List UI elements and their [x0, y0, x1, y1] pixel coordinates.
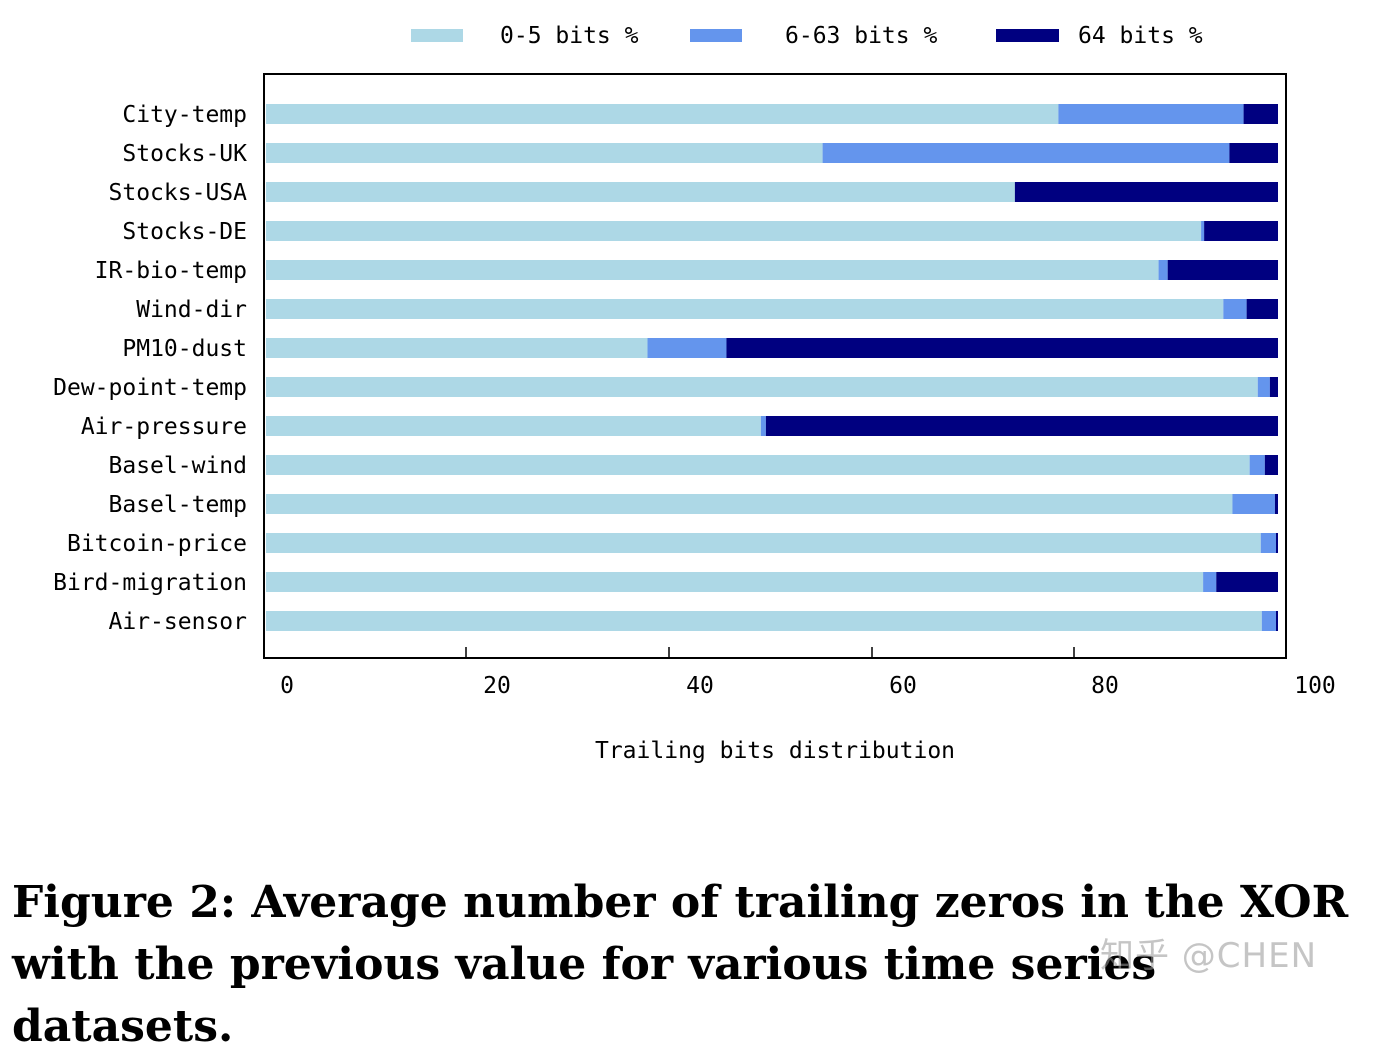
bar-segment-2 [1201, 221, 1205, 241]
legend-swatch-1 [411, 29, 463, 42]
bar-segment-1 [266, 182, 1015, 202]
bar-segment-3 [1204, 221, 1278, 241]
x-axis-ticks: 0 20 40 60 80 100 [280, 647, 1336, 699]
bar-segment-3 [1216, 572, 1278, 592]
y-tick-label: City-temp [122, 102, 247, 128]
bar-segment-1 [266, 221, 1202, 241]
plot-frame [263, 73, 1287, 659]
y-tick-label: Bitcoin-price [67, 531, 247, 557]
bar-segment-1 [266, 377, 1258, 397]
y-tick-label: IR-bio-temp [95, 258, 247, 284]
x-axis-title: Trailing bits distribution [595, 738, 955, 764]
bar-segment-2 [1261, 611, 1276, 631]
bar-segment-2 [1257, 377, 1270, 397]
bar-segment-3 [1275, 611, 1278, 631]
bar-segment-1 [266, 611, 1262, 631]
bar-segment-2 [1058, 104, 1244, 124]
bar-segment-3 [1246, 299, 1278, 319]
bar-segment-2 [1260, 533, 1276, 553]
bar-segment-3 [765, 416, 1278, 436]
y-tick-label: Stocks-UK [122, 141, 247, 167]
legend-swatch-3 [996, 29, 1059, 42]
y-tick-label: PM10-dust [122, 336, 247, 362]
bar-segment-3 [1264, 455, 1278, 475]
bar-segment-3 [1167, 260, 1278, 280]
legend-label-3: 64 bits % [1078, 23, 1203, 49]
y-tick-label: Basel-temp [109, 492, 247, 518]
bar-segment-1 [266, 338, 648, 358]
bar-segment-2 [1232, 494, 1275, 514]
bar-segment-1 [266, 260, 1159, 280]
y-tick-label: Stocks-DE [122, 219, 247, 245]
y-tick-label: Stocks-USA [109, 180, 248, 206]
y-tick-label: Basel-wind [109, 453, 247, 479]
x-tick-label: 100 [1294, 673, 1336, 699]
bar-segment-1 [266, 416, 761, 436]
y-tick-label: Air-sensor [109, 609, 247, 635]
bar-segment-3 [1243, 104, 1278, 124]
bar-segment-1 [266, 455, 1250, 475]
bar-segment-2 [1249, 455, 1265, 475]
bar-segment-1 [266, 104, 1059, 124]
bar-segment-3 [1274, 494, 1278, 514]
bar-segment-3 [1229, 143, 1278, 163]
y-axis-labels: City-temp Stocks-UK Stocks-USA Stocks-DE IR-… [53, 102, 247, 635]
trailing-bits-chart: 0-5 bits % 6-63 bits % 64 bits % City-temp… [53, 23, 1336, 764]
bar-segment-1 [266, 299, 1224, 319]
bar-segment-2 [1158, 260, 1168, 280]
legend-label-1: 0-5 bits % [500, 23, 639, 49]
bar-segment-1 [266, 572, 1204, 592]
y-tick-label: Bird-migration [53, 570, 247, 596]
bar-segment-3 [726, 338, 1278, 358]
legend-label-2: 6-63 bits % [785, 23, 937, 49]
bars-group [266, 104, 1278, 631]
x-tick-label: 60 [889, 673, 917, 699]
bar-segment-1 [266, 143, 823, 163]
bar-segment-2 [760, 416, 766, 436]
bar-segment-2 [647, 338, 727, 358]
watermark: 知乎 @CHEN [1100, 936, 1318, 976]
x-tick-label: 40 [686, 673, 714, 699]
y-tick-label: Wind-dir [136, 297, 247, 323]
bar-segment-2 [1223, 299, 1247, 319]
y-tick-label: Dew-point-temp [53, 375, 247, 401]
legend: 0-5 bits % 6-63 bits % 64 bits % [411, 23, 1203, 49]
bar-segment-2 [1203, 572, 1217, 592]
x-tick-label: 20 [483, 673, 511, 699]
legend-swatch-2 [690, 29, 742, 42]
bar-segment-3 [1014, 182, 1278, 202]
bar-segment-1 [266, 533, 1261, 553]
bar-segment-3 [1275, 533, 1278, 553]
bar-segment-2 [822, 143, 1230, 163]
x-tick-label: 0 [280, 673, 294, 699]
bar-segment-3 [1269, 377, 1278, 397]
y-tick-label: Air-pressure [81, 414, 247, 440]
x-tick-label: 80 [1091, 673, 1119, 699]
bar-segment-1 [266, 494, 1233, 514]
